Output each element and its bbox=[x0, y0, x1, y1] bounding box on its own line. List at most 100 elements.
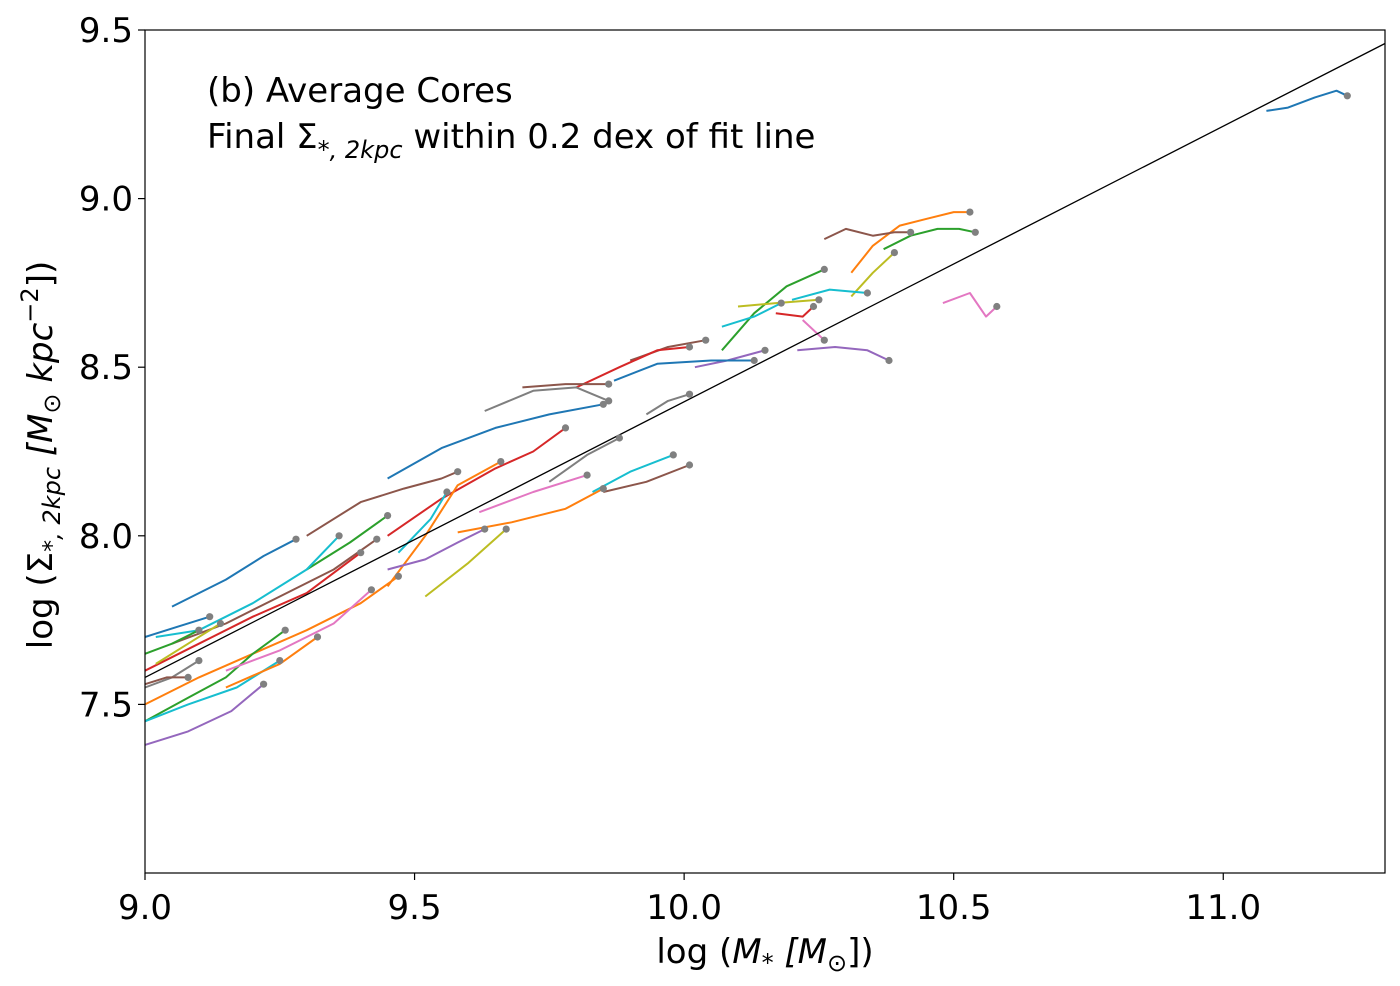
series-line-15 bbox=[613, 359, 755, 382]
series-end-marker-40 bbox=[281, 626, 289, 634]
annotation-subscript: *, 2kpc bbox=[318, 136, 403, 164]
series-line-47 bbox=[144, 659, 281, 723]
series-end-marker-41 bbox=[367, 586, 375, 594]
series-end-marker-34 bbox=[292, 535, 300, 543]
x-axis-label: log (M* [M⊙]) bbox=[656, 932, 873, 977]
series-line-18 bbox=[645, 393, 690, 416]
series-line-9 bbox=[737, 298, 819, 308]
series-end-marker-44 bbox=[206, 613, 214, 621]
series-end-marker-26 bbox=[502, 525, 510, 533]
plot-frame bbox=[144, 29, 1386, 874]
series-line-19 bbox=[387, 403, 604, 480]
series-line-17 bbox=[575, 346, 690, 389]
series-end-marker-17 bbox=[685, 343, 694, 351]
series-line-5 bbox=[850, 251, 896, 298]
fit-line bbox=[144, 42, 1386, 679]
series-end-marker-6 bbox=[993, 302, 1001, 311]
series-end-marker-37 bbox=[357, 549, 365, 557]
series-line-43 bbox=[155, 622, 222, 665]
series-line-10 bbox=[797, 346, 890, 362]
series-line-29 bbox=[386, 460, 502, 587]
series-line-32 bbox=[387, 528, 486, 571]
series-line-37 bbox=[144, 551, 362, 672]
series-line-20 bbox=[522, 383, 609, 389]
series-line-24 bbox=[457, 487, 604, 534]
series-line-26 bbox=[424, 528, 507, 598]
series-line-28 bbox=[387, 427, 567, 537]
annotation-line-2: Final Σ*, 2kpc within 0.2 dex of fit lin… bbox=[207, 117, 815, 164]
series-line-45 bbox=[144, 629, 200, 655]
series-line-40 bbox=[144, 629, 286, 723]
series-line-42 bbox=[144, 659, 200, 689]
series-end-marker-48 bbox=[313, 633, 322, 641]
series-end-marker-35 bbox=[335, 532, 343, 540]
y-tick-label: 8.0 bbox=[79, 517, 133, 557]
series-end-marker-21 bbox=[605, 397, 613, 405]
series-end-marker-23 bbox=[685, 461, 694, 469]
series-end-marker-36 bbox=[373, 535, 381, 543]
series-line-41 bbox=[225, 589, 373, 672]
series-line-44 bbox=[144, 615, 210, 638]
x-tick-label: 9.0 bbox=[118, 888, 172, 928]
series-end-marker-13 bbox=[777, 299, 785, 307]
series-end-marker-24 bbox=[599, 485, 607, 493]
series-end-marker-30 bbox=[443, 488, 451, 496]
series-end-marker-42 bbox=[195, 657, 203, 665]
series-end-marker-31 bbox=[454, 468, 462, 476]
series-line-13 bbox=[721, 302, 782, 328]
y-axis-ticks: 7.5 8.0 8.5 9.0 9.5 bbox=[79, 11, 145, 725]
series-end-marker-18 bbox=[685, 390, 694, 398]
x-tick-label: 10.0 bbox=[646, 888, 722, 928]
series-end-marker-15 bbox=[750, 356, 758, 365]
series-line-4 bbox=[823, 227, 911, 241]
series-line-31 bbox=[306, 470, 459, 537]
series-line-35 bbox=[155, 535, 340, 638]
series-layer bbox=[144, 89, 1348, 746]
series-end-marker-7 bbox=[863, 289, 872, 297]
series-end-marker-29 bbox=[497, 458, 505, 466]
x-axis-ticks: 9.0 9.5 10.0 10.5 11.0 bbox=[118, 873, 1261, 928]
series-end-marker-11 bbox=[820, 336, 828, 344]
series-end-marker-9 bbox=[815, 296, 823, 304]
annotation-rest: within 0.2 dex of fit line bbox=[403, 117, 816, 157]
series-line-46 bbox=[144, 676, 189, 686]
series-line-6 bbox=[942, 292, 998, 318]
series-line-33 bbox=[306, 514, 389, 571]
series-end-marker-47 bbox=[276, 657, 284, 665]
series-end-marker-46 bbox=[184, 673, 192, 682]
series-line-38 bbox=[144, 575, 399, 706]
series-line-3 bbox=[883, 227, 976, 251]
series-end-marker-45 bbox=[195, 626, 203, 634]
series-line-34 bbox=[171, 538, 297, 608]
annotation-sigma: Final Σ bbox=[207, 117, 318, 157]
series-end-marker-33 bbox=[384, 511, 392, 520]
end-marker-layer bbox=[184, 92, 1351, 688]
series-end-marker-20 bbox=[605, 380, 613, 388]
series-end-marker-19 bbox=[599, 400, 607, 408]
series-line-11 bbox=[802, 319, 825, 341]
series-line-1 bbox=[1266, 89, 1348, 112]
annotation-line-1: (b) Average Cores bbox=[207, 71, 513, 111]
series-end-marker-3 bbox=[971, 228, 979, 236]
series-line-23 bbox=[603, 464, 690, 493]
y-tick-label: 9.0 bbox=[79, 180, 133, 220]
series-line-7 bbox=[791, 288, 868, 301]
y-tick-label: 9.5 bbox=[79, 11, 133, 51]
series-line-12 bbox=[775, 305, 815, 318]
series-line-21 bbox=[484, 386, 610, 412]
series-end-marker-14 bbox=[761, 346, 769, 354]
series-end-marker-38 bbox=[394, 572, 402, 580]
series-end-marker-25 bbox=[583, 471, 591, 479]
series-end-marker-1 bbox=[1343, 92, 1351, 100]
series-end-marker-28 bbox=[561, 424, 570, 432]
series-end-marker-16 bbox=[702, 336, 710, 344]
series-line-8 bbox=[721, 268, 825, 351]
x-tick-label: 10.5 bbox=[916, 888, 992, 928]
x-tick-label: 9.5 bbox=[388, 888, 442, 928]
y-tick-label: 8.5 bbox=[79, 348, 133, 388]
series-line-22 bbox=[592, 453, 674, 493]
series-end-marker-39 bbox=[260, 680, 268, 688]
series-end-marker-4 bbox=[907, 228, 915, 236]
series-line-27 bbox=[548, 437, 620, 483]
